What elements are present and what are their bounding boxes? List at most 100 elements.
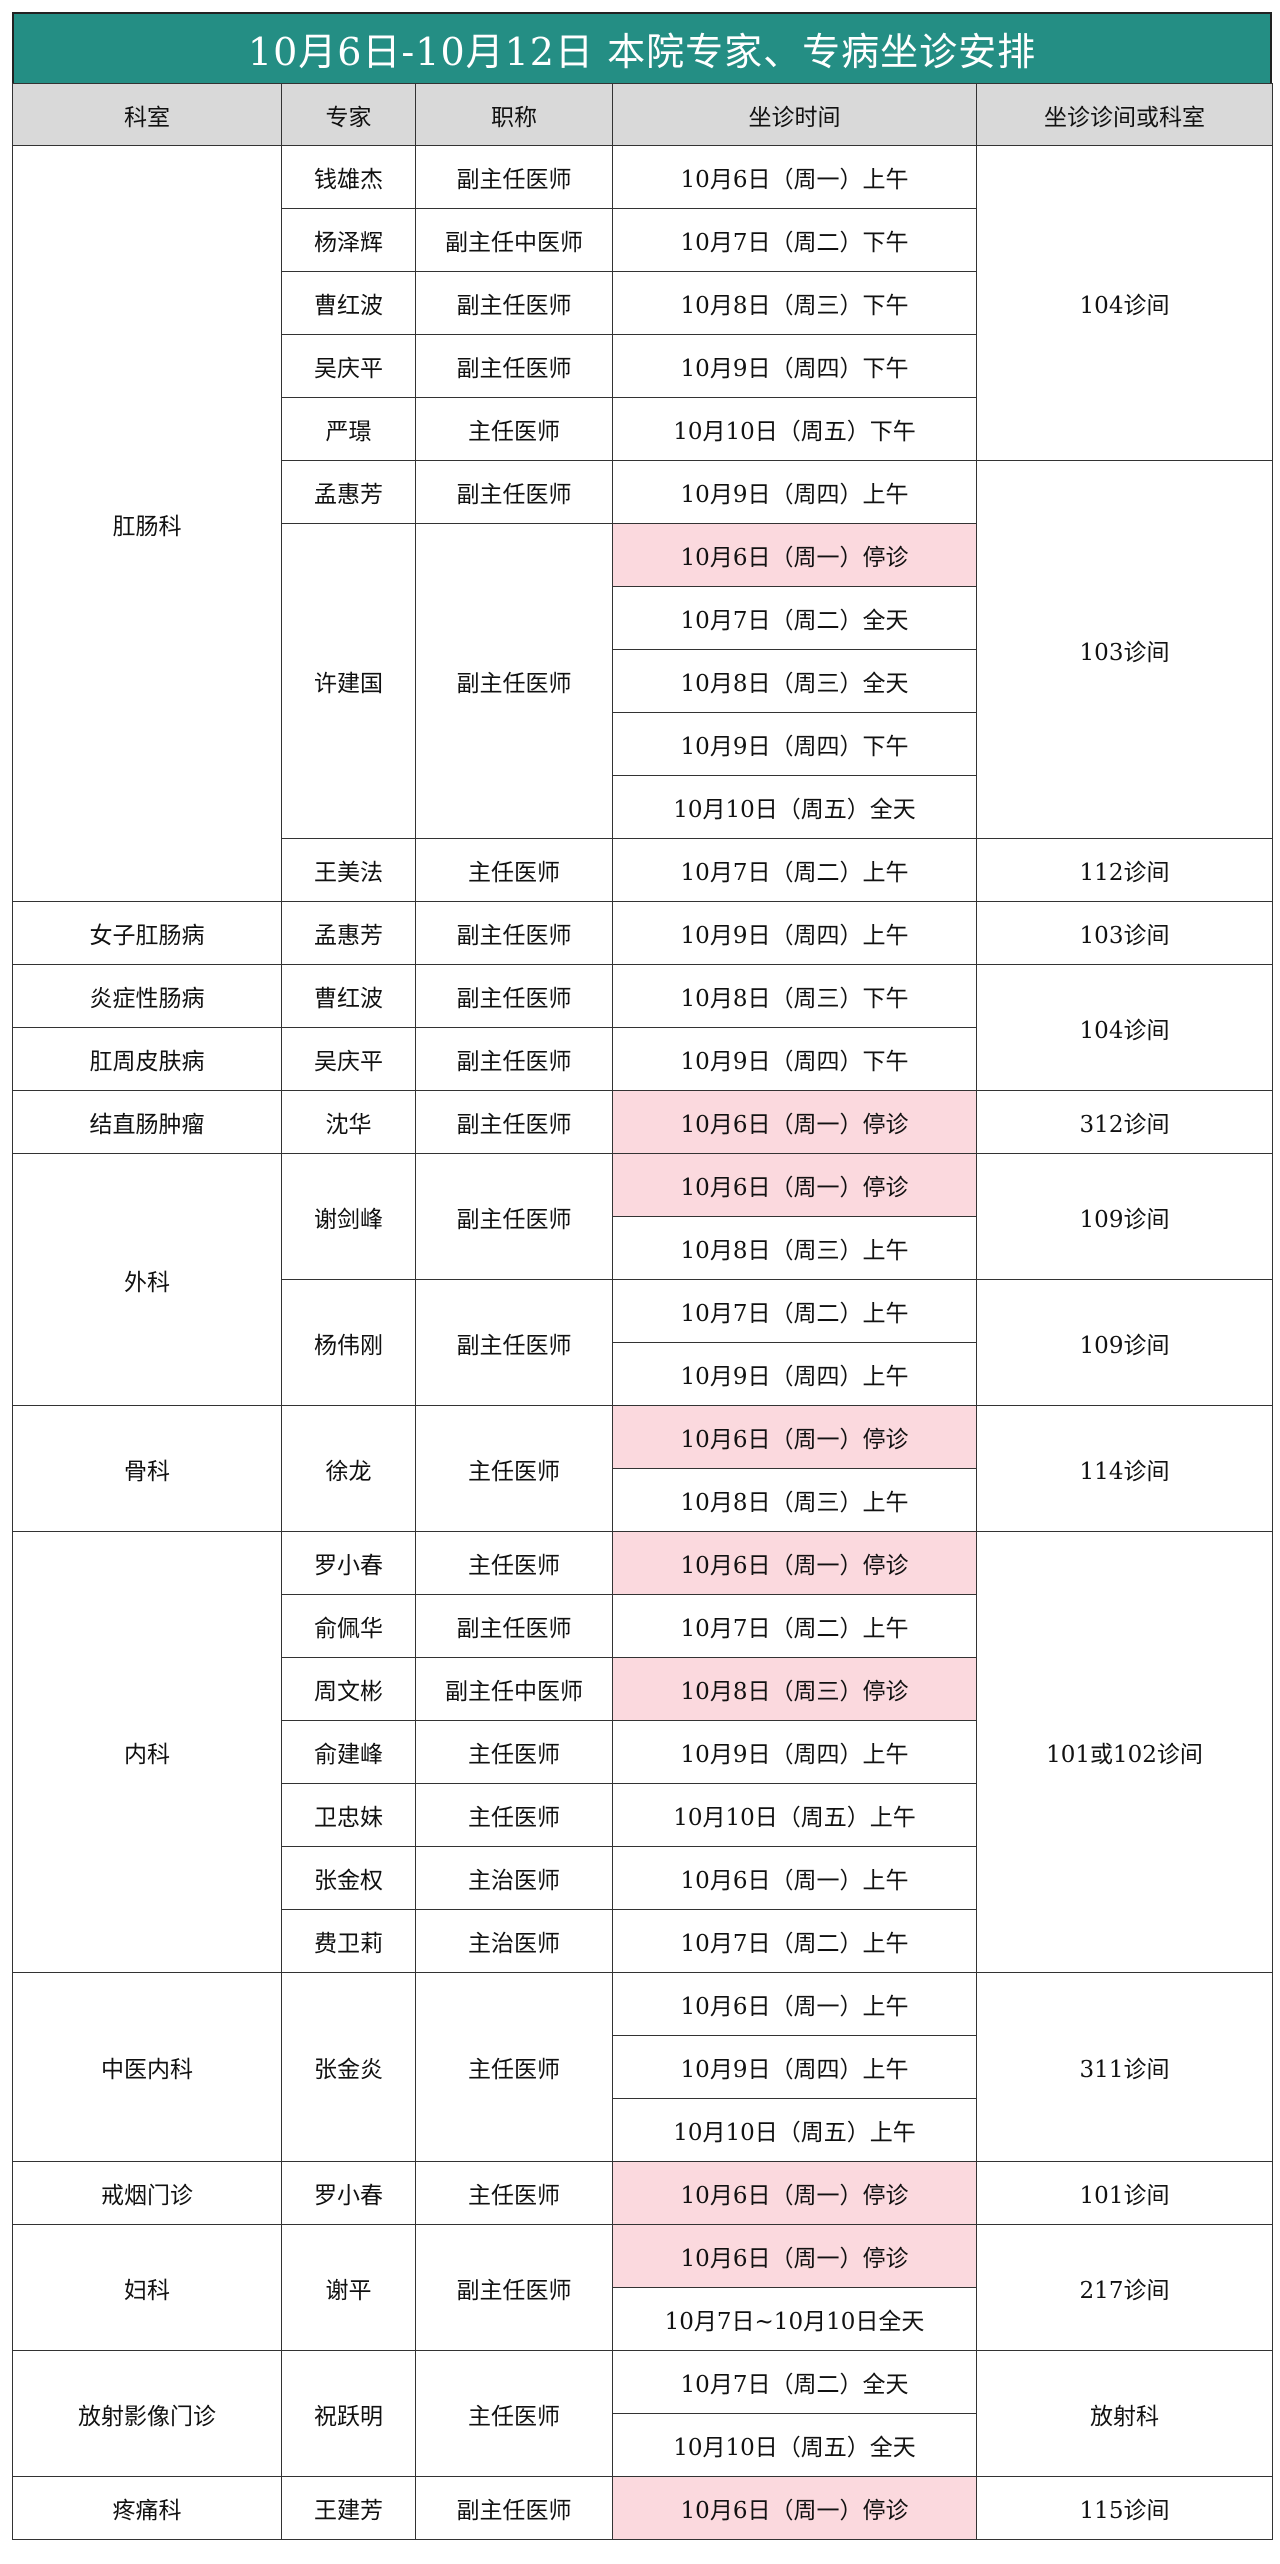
room-cell: 103诊间 — [976, 460, 1273, 839]
time-cell: 10月6日（周一）停诊 — [612, 2161, 977, 2225]
title-cell: 副主任医师 — [415, 901, 613, 965]
time-cell: 10月9日（周四）下午 — [612, 334, 977, 398]
table-row: 孟惠芳 副主任医师 10月9日（周四）上午 103诊间 — [13, 460, 1273, 839]
time-cell: 10月6日（周一）停诊 — [612, 1531, 977, 1595]
time-cell: 10月7日~10月10日全天 — [612, 2287, 977, 2351]
expert-cell: 王建芳 — [281, 2476, 416, 2540]
expert-cell: 孟惠芳 — [281, 901, 416, 965]
expert-cell: 罗小春 — [281, 1531, 416, 1595]
table-row: 放射影像门诊 祝跃明 主任医师 10月7日（周二）全天 放射科 — [12, 2350, 1273, 2477]
table-row: 吴庆平 副主任医师 10月9日（周四）下午 — [13, 334, 1273, 398]
expert-cell: 杨伟刚 — [281, 1279, 416, 1406]
expert-cell: 沈华 — [281, 1090, 416, 1154]
room-cell: 311诊间 — [976, 1972, 1273, 2162]
time-cell: 10月10日（周五）上午 — [612, 2098, 977, 2162]
table-row: 妇科 谢平 副主任医师 10月6日（周一）停诊 217诊间 — [12, 2224, 1273, 2351]
expert-cell: 钱雄杰 — [281, 145, 416, 209]
expert-cell: 卫忠妹 — [281, 1783, 416, 1847]
time-cell: 10月8日（周三）下午 — [612, 271, 977, 335]
department-cell: 中医内科 — [12, 1972, 282, 2162]
table-row: 女子肛肠病 孟惠芳 副主任医师 10月9日（周四）上午 103诊间 — [12, 901, 1273, 965]
department-cell: 戒烟门诊 — [12, 2161, 282, 2225]
department-cell: 骨科 — [12, 1405, 282, 1532]
expert-cell: 费卫莉 — [281, 1909, 416, 1973]
room-cell: 放射科 — [976, 2350, 1273, 2477]
table-row: 俞建峰 主任医师 10月9日（周四）上午 — [13, 1720, 1273, 1784]
title-cell: 副主任医师 — [415, 1153, 613, 1280]
table-row: 严璟 主任医师 10月10日（周五）下午 — [13, 397, 1273, 461]
expert-cell: 吴庆平 — [281, 1027, 416, 1091]
table-row: 10月8日（周三）上午 — [13, 1216, 1273, 1280]
time-cell: 10月7日（周二）上午 — [612, 838, 977, 902]
time-cell: 10月7日（周二）全天 — [612, 2350, 977, 2414]
expert-cell: 俞建峰 — [281, 1720, 416, 1784]
time-cell: 10月9日（周四）上午 — [612, 901, 977, 965]
room-cell: 115诊间 — [976, 2476, 1273, 2540]
title-cell: 主任医师 — [415, 838, 613, 902]
room-cell: 112诊间 — [976, 838, 1273, 902]
title-cell: 主任医师 — [415, 2161, 613, 2225]
table-row: 10月10日（周五）全天 — [13, 775, 1273, 839]
table-row: 张金权 主治医师 10月6日（周一）上午 — [13, 1846, 1273, 1910]
title-cell: 副主任医师 — [415, 523, 613, 839]
title-cell: 主任医师 — [415, 2350, 613, 2477]
expert-cell: 杨泽辉 — [281, 208, 416, 272]
schedule-sheet: 10月6日-10月12日 本院专家、专病坐诊安排 科室 专家 职称 坐诊时间 坐… — [12, 12, 1273, 2540]
table-row: 10月10日（周五）全天 — [13, 2413, 1273, 2477]
title-cell: 副主任医师 — [415, 1594, 613, 1658]
expert-cell: 张金权 — [281, 1846, 416, 1910]
title-cell: 主任医师 — [415, 1783, 613, 1847]
time-cell: 10月10日（周五）上午 — [612, 1783, 977, 1847]
table-row: 10月7日（周二）全天 — [13, 586, 1273, 650]
table-row: 肛周皮肤病 吴庆平 副主任医师 10月9日（周四）下午 — [12, 1027, 1273, 1091]
time-cell: 10月6日（周一）停诊 — [612, 1090, 977, 1154]
expert-cell: 严璟 — [281, 397, 416, 461]
title-cell: 主治医师 — [415, 1909, 613, 1973]
header-department: 科室 — [12, 83, 282, 146]
department-cell: 女子肛肠病 — [12, 901, 282, 965]
time-cell: 10月9日（周四）下午 — [612, 1027, 977, 1091]
header-time: 坐诊时间 — [612, 83, 977, 146]
header-title: 职称 — [415, 83, 613, 146]
table-row: 疼痛科 王建芳 副主任医师 10月6日（周一）停诊 115诊间 — [12, 2476, 1273, 2540]
room-cell: 217诊间 — [976, 2224, 1273, 2351]
title-cell: 副主任医师 — [415, 2224, 613, 2351]
page-title: 10月6日-10月12日 本院专家、专病坐诊安排 — [12, 12, 1272, 83]
department-cell: 妇科 — [12, 2224, 282, 2351]
title-cell: 副主任医师 — [415, 1027, 613, 1091]
room-cell: 103诊间 — [976, 901, 1273, 965]
title-cell: 主任医师 — [415, 1720, 613, 1784]
department-cell: 外科 — [12, 1153, 282, 1406]
time-cell: 10月6日（周一）上午 — [612, 145, 977, 209]
expert-cell: 王美法 — [281, 838, 416, 902]
header-row: 科室 专家 职称 坐诊时间 坐诊诊间或科室 — [12, 83, 1273, 146]
time-cell: 10月7日（周二）上午 — [612, 1594, 977, 1658]
table-row: 王美法 主任医师 10月7日（周二）上午 112诊间 — [13, 838, 1273, 902]
department-cell: 炎症性肠病 — [12, 964, 282, 1028]
time-cell: 10月8日（周三）停诊 — [612, 1657, 977, 1721]
title-cell: 副主任医师 — [415, 271, 613, 335]
table-row: 结直肠肿瘤 沈华 副主任医师 10月6日（周一）停诊 312诊间 — [12, 1090, 1273, 1154]
header-room: 坐诊诊间或科室 — [976, 83, 1273, 146]
time-cell: 10月6日（周一）停诊 — [612, 1405, 977, 1469]
time-cell: 10月10日（周五）全天 — [612, 775, 977, 839]
room-cell: 109诊间 — [976, 1279, 1273, 1406]
expert-cell: 孟惠芳 — [281, 460, 416, 524]
time-cell: 10月8日（周三）上午 — [612, 1216, 977, 1280]
room-cell: 101或102诊间 — [976, 1531, 1273, 1973]
time-cell: 10月6日（周一）停诊 — [612, 2476, 977, 2540]
time-cell: 10月9日（周四）上午 — [612, 460, 977, 524]
expert-cell: 周文彬 — [281, 1657, 416, 1721]
title-cell: 主任医师 — [415, 1531, 613, 1595]
title-cell: 主治医师 — [415, 1846, 613, 1910]
header-expert: 专家 — [281, 83, 416, 146]
time-cell: 10月9日（周四）上午 — [612, 1342, 977, 1406]
table-row: 10月8日（周三）上午 — [13, 1468, 1273, 1532]
table-row: 炎症性肠病 曹红波 副主任医师 10月8日（周三）下午 104诊间 — [12, 964, 1273, 1091]
room-cell: 101诊间 — [976, 2161, 1273, 2225]
time-cell: 10月7日（周二）全天 — [612, 586, 977, 650]
expert-cell: 曹红波 — [281, 964, 416, 1028]
table-row: 10月9日（周四）下午 — [13, 712, 1273, 776]
table-row: 戒烟门诊 罗小春 主任医师 10月6日（周一）停诊 101诊间 — [12, 2161, 1273, 2225]
title-cell: 副主任医师 — [415, 1090, 613, 1154]
